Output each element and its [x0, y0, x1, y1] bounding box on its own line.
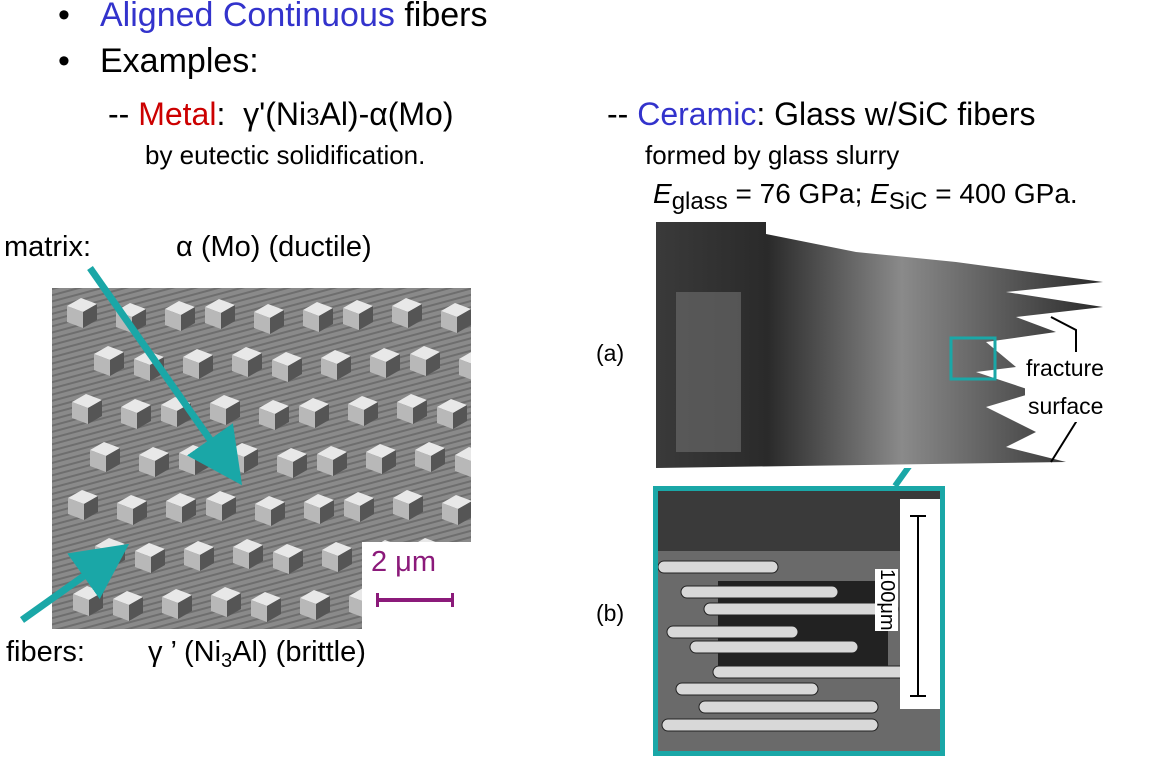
matrix-arrow-icon — [87, 265, 243, 486]
fibers-desc-post: Al) (brittle) — [232, 636, 366, 668]
label-b: (b) — [596, 600, 625, 626]
highlight-aligned-continuous: Aligned Continuous — [100, 0, 395, 34]
examples-text: Examples: — [100, 42, 259, 80]
matrix-label: matrix: — [4, 231, 91, 263]
e-glass-sub: glass — [671, 188, 728, 215]
scale-bar — [376, 598, 454, 602]
sic-fiber-rod — [666, 625, 799, 639]
bullet-dot-icon: • — [58, 0, 70, 34]
sic-fiber-rod — [661, 718, 879, 732]
e-sic-symbol: E — [870, 178, 889, 209]
inset-scale-box — [900, 499, 940, 709]
ceramic-dash: -- — [607, 96, 629, 132]
zoom-box — [949, 336, 997, 381]
e-glass-value: = 76 GPa; — [727, 178, 871, 209]
label-a: (a) — [596, 340, 625, 366]
matrix-desc: α (Mo) (ductile) — [176, 231, 372, 263]
fracture-svg — [656, 222, 1103, 468]
fibers-label: fibers: — [6, 636, 85, 668]
fibers-desc: γ ’ (Ni3Al) (brittle) — [148, 636, 366, 672]
metal-line: -- Metal: γ'(Ni3Al)-α(Mo) — [108, 96, 454, 132]
scale-tick-left — [376, 593, 379, 607]
fracture-label-2: surface — [1028, 393, 1104, 419]
modulus-line: Eglass = 76 GPa; ESiC = 400 GPa. — [653, 178, 1078, 215]
sic-fiber-rod — [689, 640, 859, 654]
scale-tick-right — [451, 593, 454, 607]
bullet-dot-icon: • — [58, 42, 70, 80]
sic-fiber-rod — [680, 585, 839, 599]
metal-formula-sub: 3 — [306, 104, 320, 131]
fibers-desc-pre: γ ’ (Ni — [148, 636, 222, 668]
sic-fiber-rod — [658, 560, 779, 574]
inset-svg — [658, 491, 940, 751]
metal-label: Metal — [138, 96, 217, 132]
bullet-examples: • Examples: — [58, 42, 259, 81]
scale-bar-box: 2 μm — [362, 542, 471, 629]
sic-fiber-rod — [703, 602, 899, 616]
sic-fiber-rod — [712, 665, 919, 679]
fiber-inset: 100μm — [653, 486, 945, 756]
inset-scale-label: 100μm — [875, 569, 898, 631]
metal-formula-post: Al)-α(Mo) — [319, 96, 454, 132]
ceramic-label: Ceramic — [637, 96, 757, 132]
fibers-arrow-icon — [19, 543, 130, 623]
sic-fiber-rod — [698, 700, 879, 714]
bullet-1-rest: fibers — [404, 0, 488, 34]
ceramic-line: -- Ceramic: Glass w/SiC fibers — [607, 96, 1036, 133]
bullet-aligned-continuous: • Aligned Continuous fibers — [58, 0, 487, 35]
metal-formula-pre: γ'(Ni — [243, 96, 307, 132]
e-glass-symbol: E — [653, 178, 672, 209]
fracture-image — [656, 222, 1103, 468]
metal-dash: -- — [108, 96, 130, 132]
sic-fiber-rod — [675, 682, 819, 696]
fracture-label-1: fracture — [1026, 355, 1104, 381]
fibers-desc-sub: 3 — [221, 650, 233, 672]
fracture-label-bg — [1025, 352, 1135, 422]
e-sic-value: = 400 GPa. — [927, 178, 1078, 209]
metal-note: by eutectic solidification. — [145, 140, 426, 170]
ceramic-note: formed by glass slurry — [645, 140, 900, 170]
scale-label: 2 μm — [371, 546, 437, 578]
e-sic-sub: SiC — [888, 188, 928, 215]
ceramic-rest: : Glass w/SiC fibers — [756, 96, 1036, 132]
